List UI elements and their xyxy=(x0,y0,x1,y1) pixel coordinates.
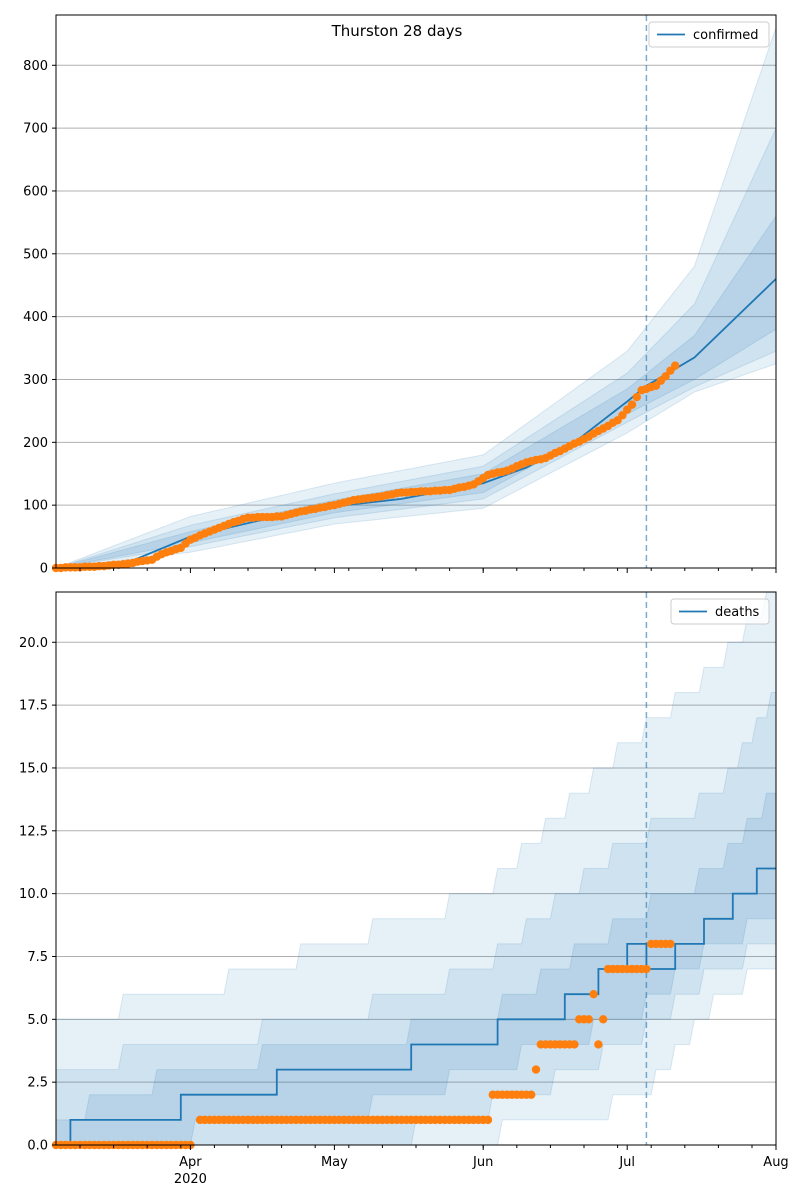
y-tick-label: 15.0 xyxy=(19,761,48,776)
legend-label: deaths xyxy=(715,605,760,620)
y-tick-label: 200 xyxy=(23,436,48,451)
observed-point xyxy=(618,411,627,420)
confirmed-panel: 0 100 200 300 400 500 600 700 800 confirmed xyxy=(23,14,777,577)
y-tick-label: 800 xyxy=(23,59,48,74)
x-tick-label: Jul xyxy=(618,1155,635,1170)
y-tick-label: 100 xyxy=(23,499,48,514)
y-tick-label: 10.0 xyxy=(19,887,48,902)
x-tick-label: Jun xyxy=(472,1155,493,1170)
y-tick-label: 500 xyxy=(23,247,48,262)
y-tick-label: 17.5 xyxy=(19,699,48,714)
y-tick-label: 2.5 xyxy=(27,1076,48,1091)
legend-box xyxy=(670,598,770,625)
y-tick-label: 7.5 xyxy=(27,950,48,965)
x-tick-sublabel: 2020 xyxy=(174,1172,207,1187)
observed-point xyxy=(527,1090,536,1099)
observed-point xyxy=(584,1015,593,1024)
observed-point xyxy=(642,964,651,974)
y-tick-label: 300 xyxy=(23,373,48,388)
observed-point xyxy=(589,989,598,999)
y-tick-label: 600 xyxy=(23,184,48,199)
figure-title: Thurston 28 days xyxy=(331,22,463,40)
y-tick-label: 0 xyxy=(40,562,48,577)
observed-point xyxy=(531,1065,541,1074)
y-tick-label: 12.5 xyxy=(19,824,48,839)
y-tick-label: 5.0 xyxy=(27,1013,48,1028)
x-tick-label: May xyxy=(321,1155,348,1170)
observed-point xyxy=(594,1040,603,1049)
y-tick-label: 0.0 xyxy=(27,1139,48,1154)
y-tick-label: 20.0 xyxy=(19,636,48,651)
deaths-panel: 0.0 2.5 5.0 7.5 10.0 12.5 15.0 17.5 20.0 Apr 2020 M… xyxy=(19,591,789,1187)
legend-box xyxy=(648,21,770,48)
deaths-median-line xyxy=(56,867,776,1146)
observed-point xyxy=(599,1015,608,1024)
x-tick-label: Aug xyxy=(763,1155,788,1170)
observed-point xyxy=(483,1115,493,1125)
observed-point xyxy=(661,372,670,381)
observed-point xyxy=(666,939,675,949)
observed-point xyxy=(671,361,680,370)
y-tick-label: 400 xyxy=(23,310,48,325)
y-tick-label: 700 xyxy=(23,122,48,137)
observed-point xyxy=(632,392,641,402)
legend-label: confirmed xyxy=(693,28,759,43)
x-tick-label: Apr xyxy=(179,1155,202,1170)
observed-point xyxy=(570,1040,579,1049)
observed-point xyxy=(627,400,637,409)
